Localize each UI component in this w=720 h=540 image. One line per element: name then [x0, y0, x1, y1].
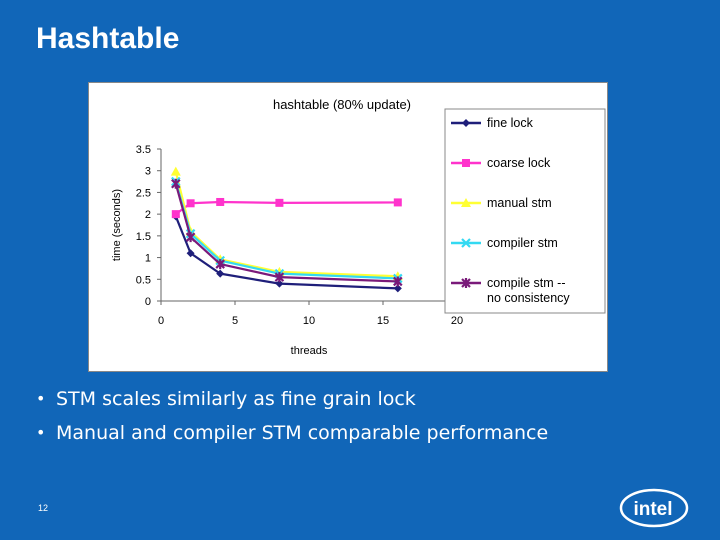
data-point — [215, 259, 225, 270]
data-point — [275, 198, 284, 207]
intel-logo: intel — [619, 488, 689, 528]
data-point — [216, 269, 225, 278]
data-point — [171, 178, 181, 189]
y-tick-label: 1 — [145, 253, 151, 265]
y-tick-label: 1.5 — [136, 231, 151, 243]
legend-label: compiler stm — [487, 236, 558, 250]
y-axis-label: time (seconds) — [111, 189, 123, 261]
x-axis-label: threads — [291, 345, 328, 357]
legend-marker — [461, 198, 471, 207]
bullet-item: • Manual and compiler STM comparable per… — [36, 422, 548, 456]
legend-marker — [461, 278, 471, 288]
legend-label: manual stm — [487, 196, 552, 210]
x-tick-label: 0 — [158, 315, 164, 327]
legend-marker — [462, 159, 470, 167]
data-point — [170, 166, 181, 176]
y-tick-label: 2.5 — [136, 187, 151, 199]
x-tick-label: 20 — [451, 315, 463, 327]
chart-container: hashtable (80% update) 0 0.5 1 1.5 2 2.5 3 3.5 0 5… — [88, 82, 608, 372]
bullet-icon: • — [36, 389, 46, 408]
legend-box — [444, 108, 606, 314]
legend-label: no consistency — [487, 291, 570, 305]
legend-marker — [462, 119, 470, 127]
y-tick-label: 0 — [145, 296, 151, 308]
bullet-icon: • — [36, 423, 46, 442]
data-point — [393, 276, 403, 287]
legend-marker — [461, 238, 471, 248]
x-tick-label: 10 — [303, 315, 315, 327]
line-chart: hashtable (80% update) 0 0.5 1 1.5 2 2.5 3 3.5 0 5… — [111, 97, 606, 357]
y-tick-label: 2 — [145, 209, 151, 221]
data-point — [171, 210, 180, 219]
slide-title: Hashtable — [36, 22, 180, 55]
y-tick-label: 3 — [145, 166, 151, 178]
x-tick-label: 5 — [232, 315, 238, 327]
data-point — [186, 199, 195, 208]
data-point — [185, 232, 196, 243]
y-tick-label: 3.5 — [136, 144, 151, 156]
series-line — [174, 171, 398, 278]
bullet-text: STM scales similarly as fine grain lock — [56, 388, 416, 410]
y-tick-label: 0.5 — [136, 274, 151, 286]
data-point — [186, 249, 195, 258]
data-point — [393, 284, 402, 293]
series-line — [175, 200, 398, 216]
bullet-list: • STM scales similarly as fine grain loc… — [36, 388, 548, 456]
bullet-text: Manual and compiler STM comparable perfo… — [56, 422, 549, 444]
legend-label: coarse lock — [487, 156, 551, 170]
bullet-item: • STM scales similarly as fine grain loc… — [36, 388, 548, 422]
x-tick-label: 15 — [377, 315, 389, 327]
chart-title: hashtable (80% update) — [273, 97, 411, 112]
svg-text:intel: intel — [633, 499, 672, 520]
legend-label: compile stm -- — [487, 276, 565, 290]
data-point — [216, 197, 225, 206]
data-point — [275, 279, 284, 288]
page-number: 12 — [38, 503, 49, 513]
data-point — [393, 198, 402, 207]
data-point — [274, 272, 285, 283]
legend-label: fine lock — [487, 116, 534, 130]
series-line — [174, 181, 398, 280]
